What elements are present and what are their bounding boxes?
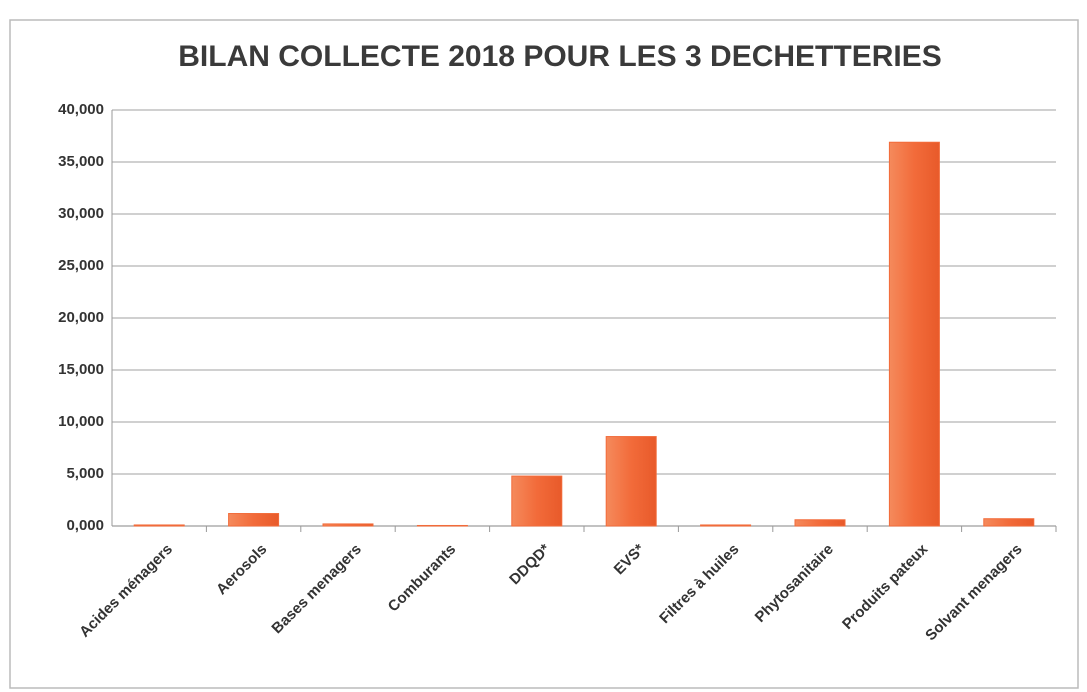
bar	[511, 475, 563, 527]
y-tick-label: 15,000	[58, 361, 104, 378]
y-tick-label: 35,000	[58, 153, 104, 170]
bar	[794, 519, 846, 527]
y-tick-label: 10,000	[58, 413, 104, 430]
bar	[605, 436, 657, 527]
bar	[888, 141, 940, 527]
bar	[228, 513, 280, 527]
bar	[416, 524, 468, 527]
bar	[133, 524, 185, 527]
bar	[322, 523, 374, 527]
chart-title: BILAN COLLECTE 2018 POUR LES 3 DECHETTER…	[178, 40, 941, 73]
y-tick-label: 5,000	[66, 465, 104, 482]
y-tick-label: 0,000	[66, 517, 104, 534]
bar	[983, 518, 1035, 527]
y-tick-label: 40,000	[58, 101, 104, 118]
y-tick-label: 30,000	[58, 205, 104, 222]
y-tick-label: 20,000	[58, 309, 104, 326]
y-tick-label: 25,000	[58, 257, 104, 274]
bar	[700, 524, 752, 527]
